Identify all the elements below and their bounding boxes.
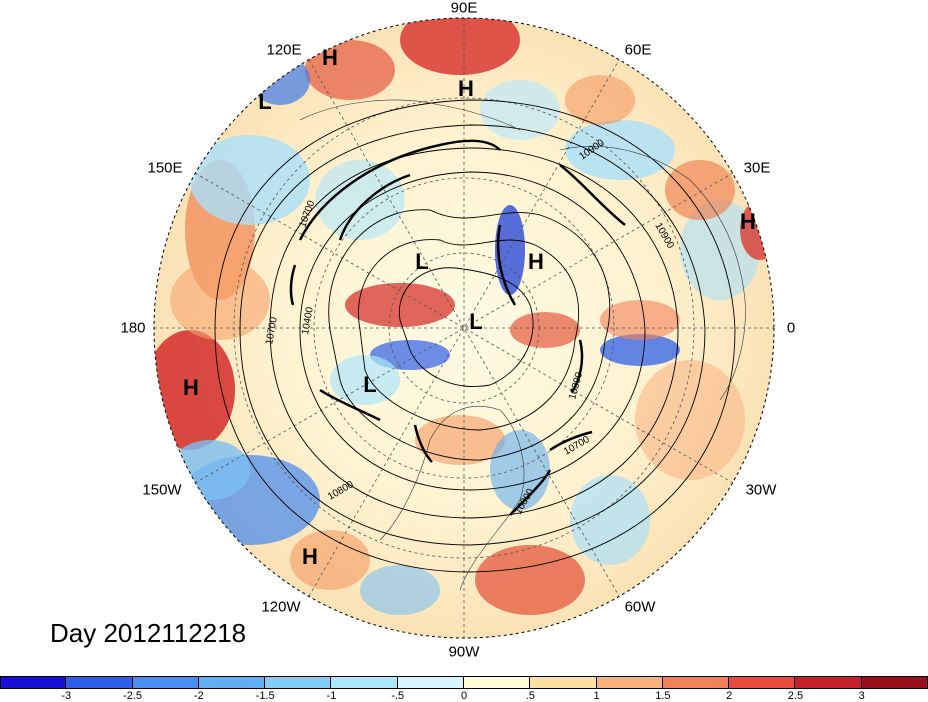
colorbar-segment — [397, 676, 464, 689]
jet-contours — [289, 139, 626, 516]
high-center: H — [322, 45, 338, 70]
contour-label: 10400 — [300, 306, 316, 336]
lon-label-90e: 90E — [450, 0, 478, 17]
colorbar-tick-label: 1.5 — [655, 690, 671, 702]
colorbar-tick-label: 2 — [726, 690, 733, 702]
lon-label-150w: 150W — [142, 481, 182, 499]
map-border — [153, 17, 775, 639]
low-center: L — [258, 89, 272, 114]
lon-label-60w: 60W — [624, 598, 656, 616]
contour-label: 10700 — [264, 316, 280, 346]
colorbar-segment — [0, 676, 67, 689]
low-center: L — [469, 309, 483, 334]
colorbar-tick-label: -1 — [326, 690, 337, 702]
colorbar-segment — [729, 676, 796, 689]
lon-label-180: 180 — [120, 319, 146, 337]
colorbar-tick-label: -2.5 — [123, 690, 143, 702]
high-center: H — [302, 544, 318, 569]
date-label: Day 2012112218 — [50, 618, 247, 648]
high-center: H — [528, 249, 544, 274]
low-center: L — [363, 372, 377, 397]
colorbar — [0, 676, 928, 689]
lon-label-30w: 30W — [745, 481, 777, 499]
colorbar-segment — [66, 676, 133, 689]
colorbar-segment — [265, 676, 332, 689]
high-center: H — [183, 375, 199, 400]
lon-label-120e: 120E — [266, 41, 302, 59]
colorbar-tick-label: .5 — [525, 690, 535, 702]
colorbar-segment — [662, 676, 730, 689]
colorbar-tick-label: 1 — [593, 690, 600, 702]
colorbar-segment — [795, 676, 862, 689]
lon-label-0: 0 — [786, 319, 796, 337]
colorbar-tick-label: -1.5 — [255, 690, 275, 702]
colorbar-segment — [596, 676, 663, 689]
colorbar-segment — [463, 676, 531, 689]
coastlines — [299, 99, 746, 591]
lon-label-30e: 30E — [743, 159, 771, 177]
colorbar-tick-label: -2 — [193, 690, 204, 702]
colorbar-segment — [132, 676, 199, 689]
colorbar-segment — [530, 676, 597, 689]
colorbar-segment — [861, 676, 928, 689]
high-center: H — [740, 209, 756, 234]
lon-label-90w: 90W — [448, 643, 480, 661]
lon-label-60e: 60E — [624, 41, 652, 59]
colorbar-segment — [198, 676, 266, 689]
height-contours — [214, 99, 736, 573]
graticule — [154, 18, 774, 638]
low-center: L — [415, 249, 429, 274]
lon-label-150e: 150E — [147, 159, 183, 177]
high-center: H — [458, 76, 474, 101]
colorbar-tick-label: 2.5 — [787, 690, 804, 702]
colorbar-tick-label: -.5 — [391, 690, 405, 702]
colorbar-tick-label: 3 — [858, 690, 865, 702]
colorbar-segment — [331, 676, 398, 689]
colorbar-tick-label: 0 — [460, 690, 468, 702]
lon-label-120w: 120W — [261, 598, 301, 616]
colorbar-tick-label: -3 — [61, 690, 72, 702]
